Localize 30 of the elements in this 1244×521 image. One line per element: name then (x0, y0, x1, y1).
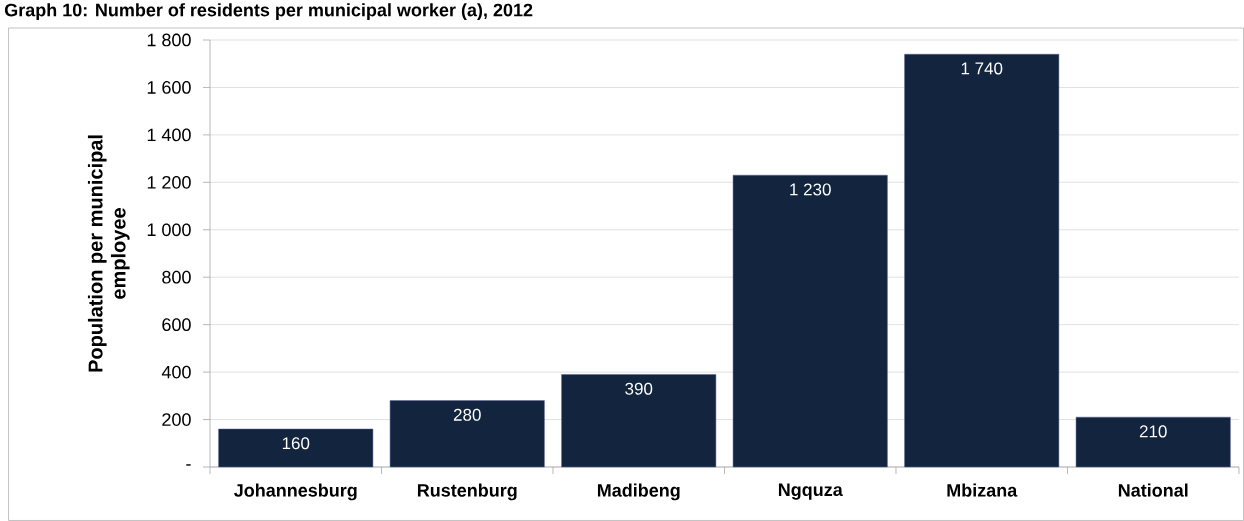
x-tick-label: Rustenburg (417, 483, 517, 501)
y-tick-label: 1 600 (147, 81, 191, 94)
bar (389, 400, 545, 468)
y-tick-label: 1 400 (147, 128, 191, 142)
data-label: 280 (453, 408, 481, 421)
data-label: 390 (625, 382, 653, 395)
y-tick-label: - (186, 464, 191, 466)
x-tick-label: Johannesburg (234, 483, 357, 501)
data-label: 160 (282, 437, 310, 450)
data-label: 210 (1139, 425, 1167, 438)
x-tick-label: Mbizana (947, 483, 1018, 497)
x-tick-label: Madibeng (597, 483, 680, 501)
y-axis-title: Population per municipal employee (87, 135, 130, 372)
x-tick-label: National (1118, 483, 1188, 497)
y-tick-label: 1 800 (147, 33, 191, 47)
y-tick-label: 1 200 (147, 175, 191, 189)
x-tick-label: Ngquza (778, 483, 843, 500)
bar (561, 374, 717, 468)
bar (904, 53, 1060, 468)
data-label: 1 740 (961, 62, 1003, 75)
bar (1075, 416, 1231, 468)
y-tick-label: 200 (162, 413, 191, 426)
y-tick-label: 400 (161, 365, 191, 379)
y-tick-label: 1 000 (147, 223, 191, 237)
bar (732, 174, 888, 468)
y-tick-label: 800 (162, 270, 191, 284)
data-label: 1 230 (790, 183, 831, 196)
y-tick-label: 600 (162, 318, 191, 332)
bar (218, 428, 374, 468)
chart-title: Graph 10: Number of residents per municipal worker (a), 2012 (4, 3, 533, 20)
